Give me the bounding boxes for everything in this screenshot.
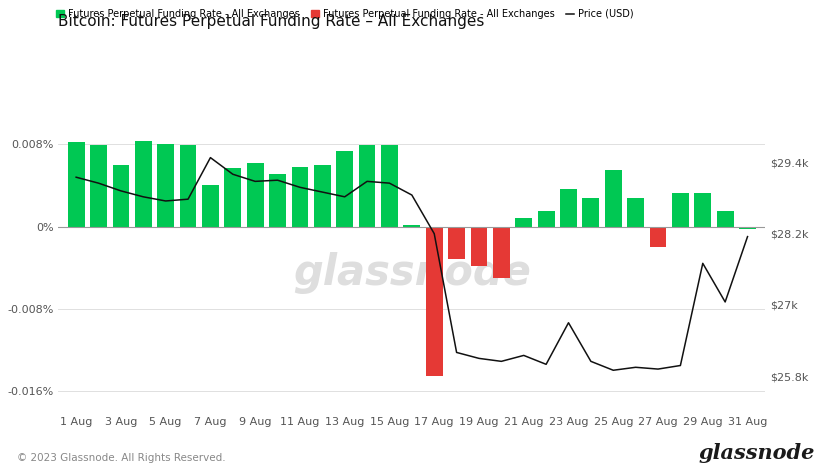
Bar [627,197,644,227]
Bar [739,227,756,228]
Bar [695,192,711,227]
Bar [157,144,174,227]
Bar [537,211,554,227]
Bar [112,165,129,227]
Bar [650,227,666,247]
Bar [582,197,599,227]
Bar [90,145,107,227]
Bar [314,165,330,227]
Bar [67,142,85,227]
Bar [605,170,622,227]
Bar [381,145,398,227]
Bar [180,145,196,227]
Text: glassnode: glassnode [699,443,815,463]
Bar [225,168,241,227]
Bar [515,218,532,227]
Bar [270,174,286,227]
Bar [359,145,375,227]
Text: Bitcoin: Futures Perpetual Funding Rate – All Exchanges: Bitcoin: Futures Perpetual Funding Rate … [58,14,484,29]
Bar [291,167,309,227]
Text: © 2023 Glassnode. All Rights Reserved.: © 2023 Glassnode. All Rights Reserved. [17,453,225,463]
Bar [672,192,689,227]
Bar [471,227,488,266]
Bar [135,141,151,227]
Bar [404,226,420,227]
Bar [247,163,264,227]
Text: glassnode: glassnode [293,252,531,294]
Bar [448,227,465,259]
Bar [202,185,219,227]
Bar [716,211,734,227]
Bar [560,190,577,227]
Bar [426,227,443,376]
Bar [336,151,353,227]
Legend: Futures Perpetual Funding Rate - All Exchanges, Futures Perpetual Funding Rate -: Futures Perpetual Funding Rate - All Exc… [56,9,633,19]
Bar [493,227,510,278]
